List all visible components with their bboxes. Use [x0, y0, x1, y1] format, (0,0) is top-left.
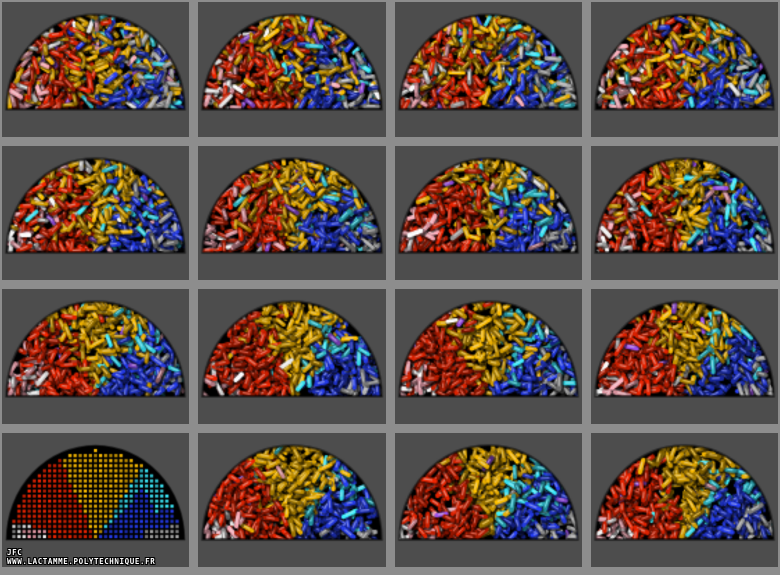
- simulation-frame-03: [394, 2, 582, 137]
- simulation-canvas: [2, 145, 190, 280]
- simulation-canvas: [590, 432, 778, 567]
- simulation-canvas: [198, 432, 386, 567]
- simulation-frame-01: [2, 2, 190, 137]
- simulation-frame-08: [590, 145, 778, 280]
- simulation-canvas: [394, 432, 582, 567]
- simulation-canvas: [394, 289, 582, 424]
- simulation-frame-07: [394, 145, 582, 280]
- footer-signature: JFC: [7, 548, 23, 557]
- simulation-frame-11: [394, 289, 582, 424]
- simulation-canvas: [2, 289, 190, 424]
- footer-watermark: JFC WWW.LACTAMME.POLYTECHNIQUE.FR: [7, 548, 156, 566]
- simulation-canvas: [198, 2, 386, 137]
- frames-grid: [2, 2, 778, 567]
- simulation-canvas: [2, 2, 190, 137]
- simulation-canvas: [394, 145, 582, 280]
- simulation-frame-09: [2, 289, 190, 424]
- simulation-frame-14: [198, 432, 386, 567]
- simulation-canvas: [590, 145, 778, 280]
- simulation-frame-16: [590, 432, 778, 567]
- simulation-canvas: [2, 432, 190, 567]
- simulation-frame-06: [198, 145, 386, 280]
- simulation-frame-04: [590, 2, 778, 137]
- simulation-canvas: [198, 289, 386, 424]
- simulation-frame-05: [2, 145, 190, 280]
- simulation-canvas: [590, 289, 778, 424]
- simulation-frame-10: [198, 289, 386, 424]
- simulation-frame-15: [394, 432, 582, 567]
- simulation-canvas: [394, 2, 582, 137]
- footer-website-url: WWW.LACTAMME.POLYTECHNIQUE.FR: [7, 556, 156, 566]
- simulation-frame-12: [590, 289, 778, 424]
- simulation-canvas: [590, 2, 778, 137]
- simulation-frame-02: [198, 2, 386, 137]
- simulation-frame-13: [2, 432, 190, 567]
- simulation-canvas: [198, 145, 386, 280]
